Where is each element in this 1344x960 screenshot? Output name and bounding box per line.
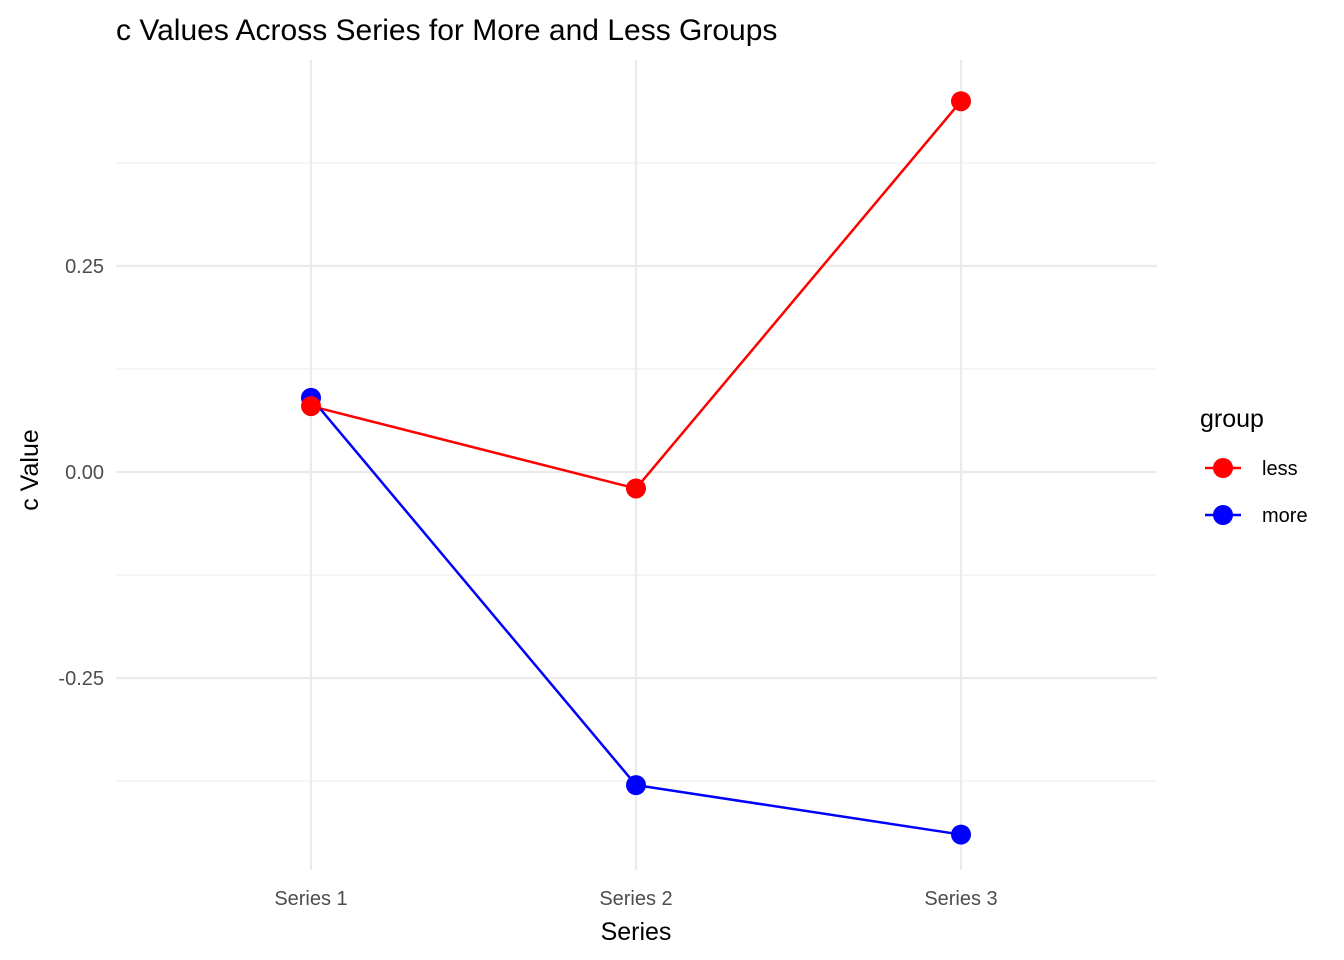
data-point-more <box>951 824 971 845</box>
legend-label-more: more <box>1262 505 1308 527</box>
legend-title: group <box>1200 405 1264 433</box>
y-tick-label: 0.25 <box>65 256 104 278</box>
x-tick-label: Series 2 <box>599 888 672 910</box>
y-axis-ticks: -0.25 0.00 0.25 <box>58 256 104 690</box>
data-point-less <box>951 91 971 112</box>
legend-key-point-more <box>1213 505 1233 525</box>
chart-title: c Values Across Series for More and Less… <box>116 14 777 47</box>
x-axis-ticks: Series 1 Series 2 Series 3 <box>274 888 997 910</box>
x-axis-title: Series <box>601 918 672 946</box>
legend-items: less more <box>1205 458 1308 527</box>
data-point-less <box>301 396 321 417</box>
x-tick-label: Series 3 <box>924 888 997 910</box>
y-tick-label: 0.00 <box>65 462 104 484</box>
data-point-more <box>626 775 646 796</box>
legend-key-point-less <box>1213 458 1233 478</box>
legend: group less more <box>1200 405 1308 527</box>
data-point-less <box>626 478 646 499</box>
y-tick-label: -0.25 <box>58 668 104 690</box>
x-tick-label: Series 1 <box>274 888 347 910</box>
legend-label-less: less <box>1262 458 1298 480</box>
series-points <box>301 91 971 845</box>
gridlines <box>116 60 1157 870</box>
y-axis-title: c Value <box>16 429 44 511</box>
